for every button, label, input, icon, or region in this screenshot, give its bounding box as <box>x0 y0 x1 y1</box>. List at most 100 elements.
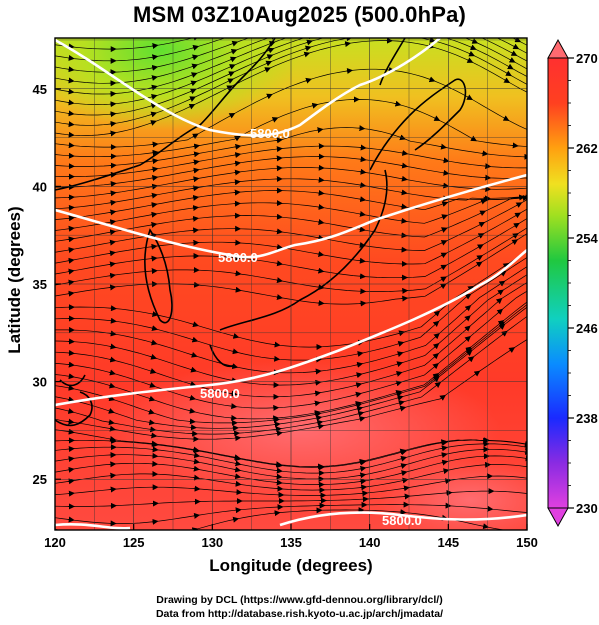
streamline-arrow <box>478 222 486 228</box>
streamline-arrow <box>192 227 200 234</box>
streamline-arrow <box>401 295 409 302</box>
contour-5800-north <box>55 38 441 137</box>
streamline-arrow <box>67 490 75 497</box>
streamline <box>55 40 527 136</box>
streamline-arrow <box>314 390 322 397</box>
streamline-arrow <box>151 325 159 332</box>
streamline-arrow <box>67 247 75 253</box>
streamline-arrow <box>272 417 280 423</box>
streamline-arrow <box>511 239 519 246</box>
streamline-arrow <box>227 78 234 84</box>
contour-5900-south <box>55 511 527 530</box>
streamline-arrow <box>355 382 363 389</box>
streamline-arrow <box>189 381 197 387</box>
streamline-arrow <box>359 459 367 466</box>
streamline-arrow <box>470 135 478 142</box>
streamline-arrow <box>359 196 367 203</box>
streamline-arrow <box>440 143 448 150</box>
streamline-arrow <box>396 351 404 358</box>
streamline-arrow <box>358 125 366 132</box>
streamline-arrow <box>67 279 75 286</box>
streamline-arrow <box>67 408 75 414</box>
streamline-arrow <box>148 408 155 415</box>
streamline-arrow <box>354 3 360 4</box>
streamline-arrow <box>440 240 448 246</box>
streamline-arrow <box>67 225 75 232</box>
streamline-arrow <box>109 199 117 206</box>
streamline-arrow <box>193 512 201 519</box>
streamline <box>55 490 527 507</box>
streamline <box>55 197 527 231</box>
streamline-arrow <box>67 142 75 149</box>
streamline-arrow <box>233 25 239 27</box>
streamline-arrow <box>438 4 444 5</box>
streamline-arrow <box>151 166 159 173</box>
streamline-arrow <box>475 261 483 268</box>
streamline-arrow <box>151 141 159 148</box>
height-contours <box>55 38 527 530</box>
streamline-arrow <box>151 149 159 156</box>
streamline-arrow <box>265 60 273 67</box>
streamline-arrow <box>233 189 241 196</box>
streamline-arrow <box>108 382 116 389</box>
streamline-arrow <box>518 194 526 201</box>
streamline <box>55 127 527 167</box>
streamline-arrow <box>505 70 512 77</box>
streamline-arrow <box>275 462 283 469</box>
x-tick-label: 125 <box>123 535 145 550</box>
streamline-arrow <box>228 112 236 119</box>
streamline-arrow <box>188 407 196 414</box>
streamline-arrow <box>264 67 271 73</box>
streamline <box>55 190 527 220</box>
streamline-arrow <box>359 182 367 189</box>
streamline-arrow <box>432 343 440 350</box>
streamline-arrow <box>435 16 441 17</box>
streamline-arrow <box>192 133 199 140</box>
streamline-arrow <box>311 102 319 109</box>
streamline-arrow <box>232 34 238 36</box>
streamline-arrow <box>231 363 239 370</box>
x-tick-label: 120 <box>44 535 66 550</box>
streamline-arrow <box>309 29 315 31</box>
streamline <box>55 443 527 474</box>
streamline-arrow <box>444 478 452 485</box>
streamline-arrow <box>275 146 283 153</box>
streamline-arrow <box>441 214 448 220</box>
x-axis-ticks: 120 125 130 135 140 145 150 <box>44 524 538 550</box>
streamline-arrow <box>271 117 279 123</box>
x-tick-label: 135 <box>280 535 302 550</box>
streamline-arrow <box>151 54 159 61</box>
contour-5900 <box>55 249 527 407</box>
streamline-arrow <box>276 244 284 250</box>
streamline-arrow <box>440 452 448 459</box>
streamline-arrow <box>275 473 283 480</box>
streamline-arrow <box>502 262 510 269</box>
streamline-arrow <box>469 44 477 50</box>
streamline-arrow <box>191 336 199 343</box>
gridlines <box>55 38 527 530</box>
streamline-arrow <box>464 335 472 343</box>
streamline-arrow <box>150 94 158 100</box>
contour-5800-mid <box>55 173 527 259</box>
streamline-arrow <box>151 43 159 49</box>
streamline-arrow <box>234 286 242 293</box>
temperature-field <box>55 38 527 530</box>
streamline-arrow <box>395 391 403 398</box>
streamline <box>55 282 527 398</box>
streamline-arrow <box>275 213 283 220</box>
streamline-arrow <box>273 421 281 428</box>
streamline-arrow <box>234 460 242 467</box>
streamline-arrow <box>234 143 242 150</box>
streamline-arrow <box>192 465 200 472</box>
streamline-arrow <box>67 66 75 73</box>
streamline-arrow <box>524 455 527 462</box>
streamline-arrow <box>188 104 196 110</box>
streamline-arrow <box>442 468 450 475</box>
streamline-arrow <box>149 382 156 388</box>
streamline-arrow <box>497 289 504 296</box>
streamline-arrow <box>150 211 158 218</box>
streamline-arrow <box>148 395 156 402</box>
streamline-arrow <box>191 63 199 70</box>
streamline-arrow <box>432 353 440 360</box>
streamline-arrow <box>276 294 284 300</box>
